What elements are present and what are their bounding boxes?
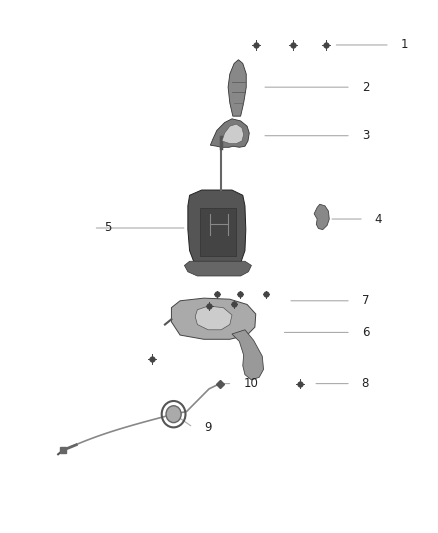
Polygon shape (232, 330, 264, 380)
Polygon shape (171, 298, 256, 340)
Polygon shape (184, 261, 251, 276)
Text: 10: 10 (243, 377, 258, 390)
Text: 7: 7 (362, 294, 369, 308)
Polygon shape (210, 119, 249, 147)
Text: 8: 8 (362, 377, 369, 390)
Ellipse shape (166, 406, 181, 423)
Polygon shape (222, 124, 244, 143)
Polygon shape (195, 306, 232, 330)
Text: 4: 4 (374, 213, 382, 225)
Text: 1: 1 (401, 38, 408, 52)
Text: 9: 9 (204, 421, 212, 434)
Polygon shape (188, 190, 246, 272)
Text: 2: 2 (362, 80, 369, 94)
Polygon shape (228, 60, 246, 116)
Polygon shape (314, 204, 329, 230)
Text: 3: 3 (362, 129, 369, 142)
Text: 6: 6 (362, 326, 369, 339)
Polygon shape (200, 208, 236, 256)
Text: 5: 5 (104, 222, 112, 235)
